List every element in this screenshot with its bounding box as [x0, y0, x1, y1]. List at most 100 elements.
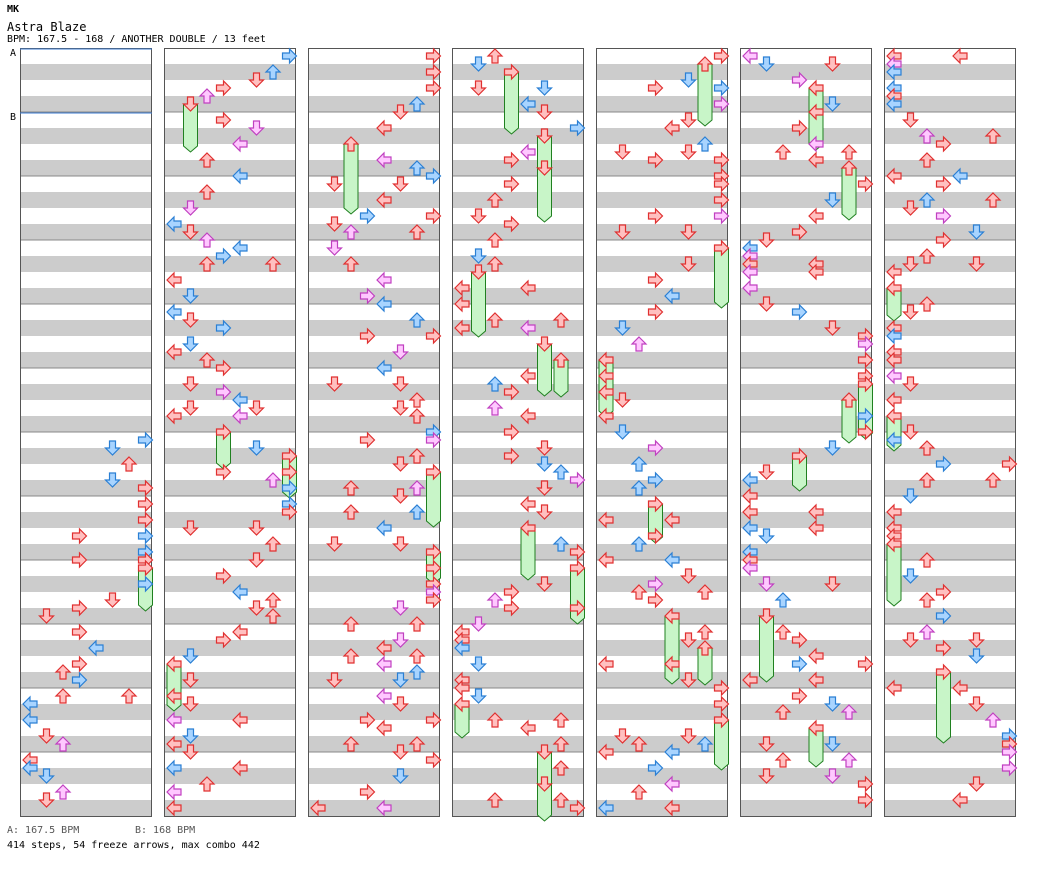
step-arrow-left-icon	[166, 271, 182, 289]
step-arrow-right-icon	[281, 47, 298, 65]
step-arrow-left-icon	[598, 367, 614, 385]
step-arrow-right-icon	[713, 695, 730, 713]
step-arrow-down-icon	[248, 440, 265, 456]
step-arrow-down-icon	[536, 744, 553, 760]
freeze-arrow	[343, 143, 359, 215]
step-arrow-left-icon	[664, 119, 680, 137]
step-arrow-right-icon	[857, 407, 874, 425]
chart-column	[596, 48, 728, 817]
step-arrow-down-icon	[758, 736, 775, 752]
step-arrow-up-icon	[552, 792, 570, 808]
step-arrow-right-icon	[503, 583, 520, 601]
step-arrow-down-icon	[392, 600, 409, 616]
step-arrow-left-icon	[598, 383, 614, 401]
step-arrow-down-icon	[758, 768, 775, 784]
step-arrow-down-icon	[470, 616, 487, 632]
step-arrow-up-icon	[774, 144, 792, 160]
step-arrow-left-icon	[742, 263, 758, 281]
step-arrow-left-icon	[454, 279, 470, 297]
step-arrow-up-icon	[630, 536, 648, 552]
step-arrow-right-icon	[215, 463, 232, 481]
step-arrow-right-icon	[857, 335, 874, 353]
step-arrow-down-icon	[470, 56, 487, 72]
step-arrow-right-icon	[647, 271, 664, 289]
step-arrow-down-icon	[182, 744, 199, 760]
step-arrow-right-icon	[935, 455, 952, 473]
step-arrow-up-icon	[552, 736, 570, 752]
step-arrow-up-icon	[918, 552, 936, 568]
step-arrow-left-icon	[520, 519, 536, 537]
step-arrow-left-icon	[166, 655, 182, 673]
step-arrow-left-icon	[166, 343, 182, 361]
step-arrow-down-icon	[536, 160, 553, 176]
step-arrow-up-icon	[198, 184, 216, 200]
step-arrow-up-icon	[486, 256, 504, 272]
step-arrow-up-icon	[630, 784, 648, 800]
step-arrow-right-icon	[359, 207, 376, 225]
step-arrow-down-icon	[968, 256, 985, 272]
step-arrow-up-icon	[630, 736, 648, 752]
step-arrow-left-icon	[886, 391, 902, 409]
freeze-arrow	[664, 615, 680, 685]
column-border	[884, 48, 1016, 817]
step-arrow-left-icon	[598, 743, 614, 761]
step-arrow-right-icon	[215, 383, 232, 401]
step-arrow-down-icon	[758, 528, 775, 544]
step-arrow-right-icon	[281, 463, 298, 481]
step-arrow-down-icon	[248, 600, 265, 616]
step-arrow-up-icon	[696, 56, 714, 72]
step-arrow-up-icon	[486, 192, 504, 208]
step-arrow-down-icon	[902, 376, 919, 392]
step-arrow-right-icon	[1001, 743, 1018, 761]
step-arrow-right-icon	[425, 751, 442, 769]
freeze-arrow	[504, 71, 519, 135]
step-arrow-up-icon	[120, 456, 138, 472]
step-arrow-left-icon	[808, 647, 824, 665]
step-arrow-right-icon	[425, 543, 442, 561]
step-arrow-right-icon	[647, 207, 664, 225]
freeze-arrow	[537, 167, 552, 223]
step-arrow-down-icon	[758, 464, 775, 480]
step-arrow-right-icon	[503, 215, 520, 233]
step-arrow-left-icon	[808, 151, 824, 169]
chart-column	[740, 48, 872, 817]
step-arrow-down-icon	[824, 736, 841, 752]
step-arrow-left-icon	[376, 655, 392, 673]
step-arrow-down-icon	[614, 392, 631, 408]
step-arrow-left-icon	[598, 799, 614, 817]
step-arrow-right-icon	[791, 303, 808, 321]
step-arrow-down-icon	[536, 576, 553, 592]
step-arrow-down-icon	[536, 80, 553, 96]
step-arrow-right-icon	[71, 527, 88, 545]
step-arrow-left-icon	[664, 551, 680, 569]
chart-author-initials: MK	[7, 4, 20, 15]
step-arrow-down-icon	[182, 400, 199, 416]
step-arrow-up-icon	[696, 136, 714, 152]
step-arrow-up-icon	[120, 688, 138, 704]
freeze-arrow	[759, 615, 774, 683]
step-arrow-down-icon	[968, 224, 985, 240]
step-arrow-left-icon	[166, 407, 182, 425]
step-arrow-right-icon	[425, 167, 442, 185]
step-arrow-left-icon	[952, 167, 968, 185]
step-arrow-right-icon	[569, 599, 586, 617]
step-arrow-right-icon	[935, 607, 952, 625]
step-arrow-down-icon	[902, 304, 919, 320]
step-arrow-right-icon	[359, 287, 376, 305]
step-arrow-left-icon	[742, 471, 758, 489]
step-arrow-down-icon	[680, 632, 697, 648]
step-arrow-left-icon	[886, 167, 902, 185]
step-arrow-left-icon	[886, 351, 902, 369]
step-arrow-right-icon	[791, 447, 808, 465]
step-arrow-up-icon	[54, 688, 72, 704]
step-arrow-left-icon	[886, 535, 902, 553]
step-arrow-left-icon	[454, 295, 470, 313]
step-arrow-down-icon	[326, 376, 343, 392]
step-arrow-up-icon	[408, 160, 426, 176]
step-arrow-up-icon	[984, 712, 1002, 728]
step-arrow-left-icon	[808, 103, 824, 121]
step-arrow-right-icon	[647, 575, 664, 593]
step-arrow-left-icon	[886, 407, 902, 425]
